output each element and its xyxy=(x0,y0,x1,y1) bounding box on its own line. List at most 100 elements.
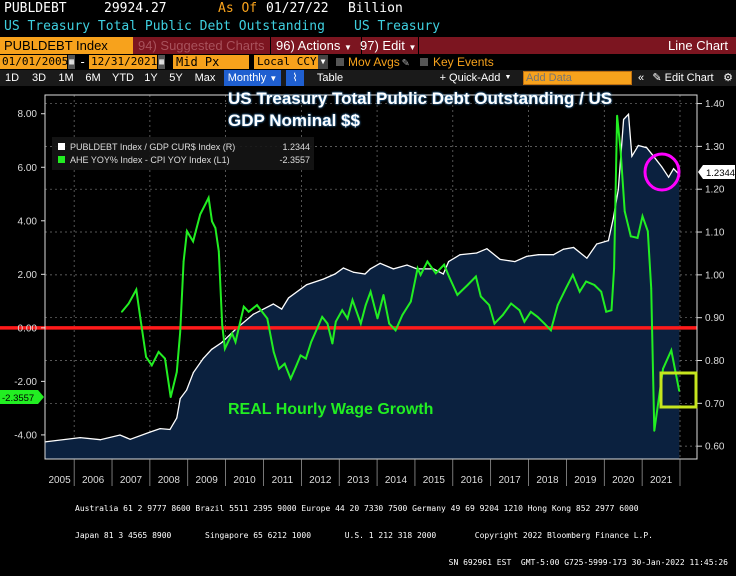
real-wage-point xyxy=(169,396,172,399)
right-tick-label: 1.30 xyxy=(705,142,725,153)
x-tick-label: 2020 xyxy=(612,475,635,486)
mov-avgs-checkbox[interactable] xyxy=(336,58,344,66)
real-wage-point xyxy=(207,196,210,199)
period-3d[interactable]: 3D xyxy=(31,72,47,84)
real-wage-point xyxy=(179,330,182,333)
plot-frame xyxy=(44,94,698,460)
real-wage-point xyxy=(211,220,213,223)
period-1d[interactable]: 1D xyxy=(4,72,20,84)
tag-shape xyxy=(698,165,735,179)
real-wage-point xyxy=(294,366,297,369)
period-max[interactable]: Max xyxy=(194,72,216,84)
real-wage-point xyxy=(616,114,619,117)
period-1y[interactable]: 1Y xyxy=(144,72,158,84)
real-wage-point xyxy=(678,390,681,392)
x-tick-label: 2007 xyxy=(120,475,143,486)
debt-gdp-point xyxy=(192,371,195,374)
real-wage-point xyxy=(186,230,188,233)
debt-gdp-point xyxy=(607,240,610,242)
x-tick-label: 2021 xyxy=(650,475,673,486)
real-wage-point xyxy=(641,215,644,218)
real-wage-point xyxy=(401,314,404,316)
right-tick-label: 1.40 xyxy=(705,99,725,110)
debt-gdp-point xyxy=(334,273,336,275)
debt-gdp-point xyxy=(79,436,81,439)
security-input[interactable]: PUBLDEBT Index xyxy=(0,37,133,54)
calendar-icon[interactable]: ▦ xyxy=(68,55,75,69)
suggested-charts-button[interactable]: 94) Suggested Charts xyxy=(138,38,265,53)
left-last-value: -2.3557 xyxy=(2,393,34,404)
debt-gdp-point xyxy=(342,267,344,269)
collapse-icon[interactable]: « xyxy=(637,72,645,84)
pencil-icon[interactable]: ✎ xyxy=(402,55,410,69)
debt-gdp-point xyxy=(537,254,539,256)
real-wage-point xyxy=(359,322,362,325)
real-wage-point xyxy=(182,260,185,263)
debt-gdp-point xyxy=(552,254,555,256)
real-wage-point xyxy=(369,290,372,293)
gear-icon[interactable]: ⚙ xyxy=(723,72,733,84)
period-6m[interactable]: 6M xyxy=(85,72,101,84)
key-events-checkbox[interactable] xyxy=(420,58,428,66)
debt-gdp-point xyxy=(486,248,488,250)
mov-avgs-label: Mov Avgs xyxy=(348,55,400,69)
frequency-select[interactable]: Monthly ▼ xyxy=(224,70,281,86)
real-wage-point xyxy=(326,322,329,325)
left-tick-label: -4.00 xyxy=(14,430,37,441)
left-tick-label: 0.00 xyxy=(18,323,38,334)
description: US Treasury Total Public Debt Outstandin… xyxy=(4,19,325,34)
debt-gdp-point xyxy=(627,113,630,115)
real-wage-point xyxy=(466,284,469,286)
debt-gdp-point xyxy=(159,427,161,430)
table-button[interactable]: Table xyxy=(316,72,344,84)
debt-gdp-point xyxy=(572,246,575,249)
frequency-label: Monthly xyxy=(227,72,267,84)
end-date-input[interactable]: 12/31/2021 xyxy=(89,55,158,69)
period-toolbar: 1D 3D 1M 6M YTD 1Y 5Y Max Monthly ▼ ⌇ Ta… xyxy=(0,70,736,86)
real-wage-point xyxy=(523,320,526,323)
line-chart-icon[interactable]: ⌇ xyxy=(286,70,304,86)
quote-line: PUBLDEBT 29924.27 As Of 01/27/22 Billion xyxy=(0,0,736,18)
debt-gdp-points xyxy=(44,113,680,443)
price-field-select[interactable]: Mid Px xyxy=(173,55,249,69)
x-tick-label: 2010 xyxy=(233,475,256,486)
start-date-input[interactable]: 01/01/2005 xyxy=(0,55,69,69)
right-tick-label: 1.20 xyxy=(705,185,725,196)
real-wage-point xyxy=(310,341,313,343)
real-wage-point xyxy=(120,310,123,313)
debt-gdp-point xyxy=(149,431,151,433)
real-wage-point xyxy=(231,332,233,335)
period-ytd[interactable]: YTD xyxy=(112,72,134,84)
legend: PUBLDEBT Index / GDP CUR$ Index (R) 1.23… xyxy=(52,137,314,170)
annotation-text: REAL Hourly Wage Growth xyxy=(228,401,433,418)
currency-select[interactable]: Local CCY xyxy=(254,55,318,69)
debt-gdp-point xyxy=(476,252,478,254)
edit-button[interactable]: 97) Edit ▼ xyxy=(358,37,419,54)
calendar-icon[interactable]: ▦ xyxy=(158,55,165,69)
debt-gdp-point xyxy=(186,389,188,391)
period-1m[interactable]: 1M xyxy=(58,72,74,84)
highlight-box xyxy=(659,371,698,409)
command-bar: PUBLDEBT Index 94) Suggested Charts 96) … xyxy=(0,37,736,54)
quick-add-button[interactable]: + Quick-Add xyxy=(439,72,501,84)
x-tick-label: 2009 xyxy=(196,475,219,486)
debt-gdp-point xyxy=(596,243,598,245)
footer-line-3: SN 692961 EST GMT-5:00 G725-5999-173 30-… xyxy=(448,558,728,567)
chart[interactable]: 8.006.004.002.000.00-2.00-4.00 1.401.301… xyxy=(0,86,736,486)
edit-chart-button[interactable]: ✎ Edit Chart xyxy=(652,72,714,84)
real-wage-point xyxy=(217,250,220,253)
real-wage-point xyxy=(221,324,224,326)
chevron-down-icon[interactable]: ▼ xyxy=(318,55,328,69)
x-tick-label: 2008 xyxy=(158,475,181,486)
debt-gdp-point xyxy=(406,264,408,266)
actions-button[interactable]: 96) Actions ▼ xyxy=(270,37,362,54)
add-data-input[interactable] xyxy=(523,71,632,85)
real-wage-point xyxy=(145,356,148,358)
period-5y[interactable]: 5Y xyxy=(169,72,183,84)
key-events-label: Key Events xyxy=(433,55,494,69)
x-tick-label: 2006 xyxy=(82,475,105,486)
real-wage-point xyxy=(139,317,142,320)
highlight-circle xyxy=(643,152,681,192)
chart-type-label[interactable]: Line Chart xyxy=(668,38,728,53)
legend-label-real-wage: AHE YOY% Index - CPI YOY Index (L1) xyxy=(70,155,230,165)
